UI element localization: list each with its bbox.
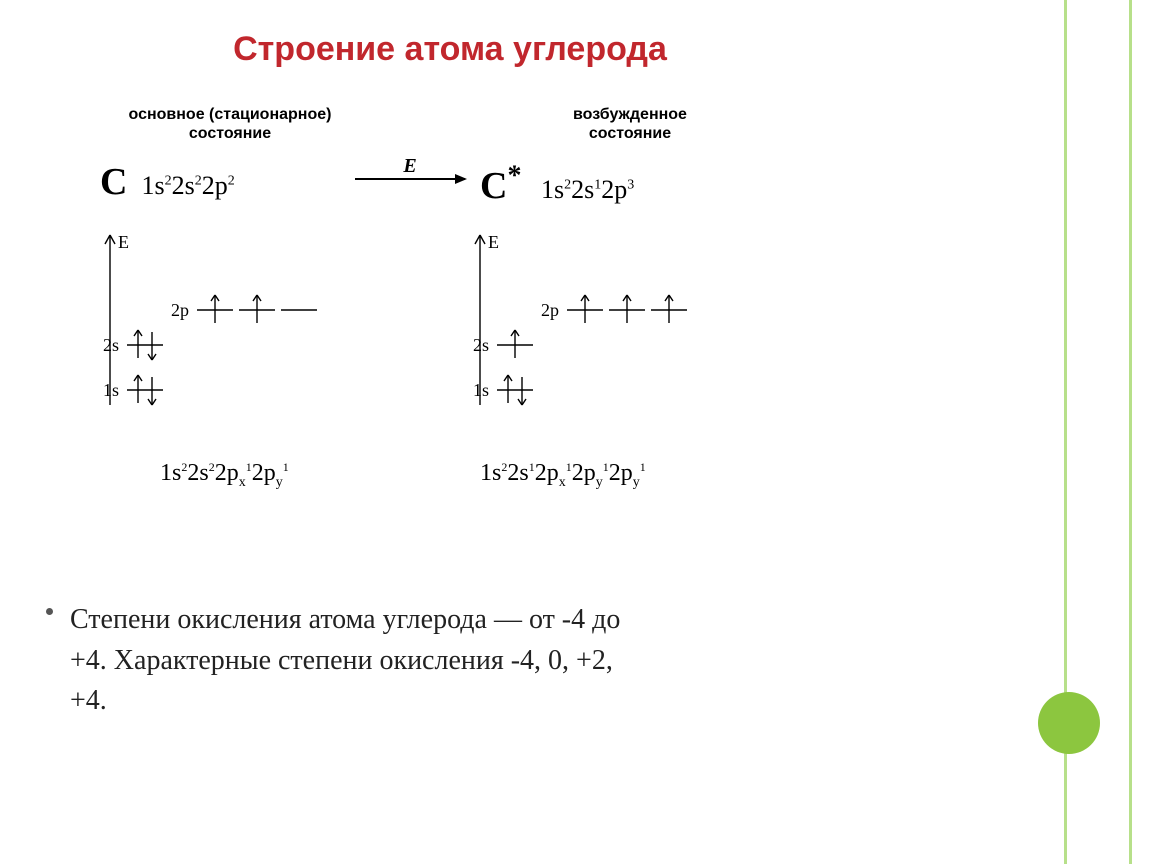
svg-text:2s: 2s — [103, 335, 119, 355]
ground-config-text: 1s22s22p2 — [141, 171, 234, 200]
excited-config: C* 1s22s12p3 — [480, 160, 634, 208]
decorative-dot — [1038, 692, 1100, 754]
svg-text:E: E — [118, 232, 129, 252]
excited-label-line1: возбужденное — [573, 106, 687, 123]
energy-arrow: E — [340, 155, 480, 180]
ground-state-label: основное (стационарное) состояние — [100, 105, 360, 143]
bullet-content: Степени окисления атома углерода — от -4… — [70, 604, 620, 716]
ground-label-line1: основное (стационарное) — [129, 106, 332, 123]
ground-config: C 1s22s22p2 — [100, 160, 235, 204]
excited-orbital-diagram: E 1s 2s 2p — [460, 230, 780, 430]
svg-text:E: E — [488, 232, 499, 252]
excited-state-label: возбужденное состояние — [510, 105, 750, 143]
svg-text:1s: 1s — [103, 380, 119, 400]
ground-symbol: C — [100, 161, 127, 203]
svg-text:1s: 1s — [473, 380, 489, 400]
ground-label-line2: состояние — [189, 125, 271, 142]
bullet-dot-icon — [46, 608, 53, 615]
ground-orbital-diagram: E 1s 2s 2p — [90, 230, 410, 430]
ground-detailed-config: 1s22s22px12py1 — [160, 460, 289, 491]
slide-content: Строение атома углерода основное (стацио… — [30, 0, 950, 560]
carbon-diagram: Строение атома углерода основное (стацио… — [40, 0, 860, 560]
svg-text:2s: 2s — [473, 335, 489, 355]
arrow-line-icon — [355, 178, 465, 180]
excited-detailed-config: 1s22s12px12py12py1 — [480, 460, 646, 491]
excited-label-line2: состояние — [589, 125, 671, 142]
excited-symbol: C* — [480, 165, 531, 207]
bullet-text: Степени окисления атома углерода — от -4… — [70, 600, 630, 722]
excited-orbital-svg: E 1s 2s 2p — [460, 230, 780, 420]
svg-text:2p: 2p — [541, 300, 559, 320]
svg-text:2p: 2p — [171, 300, 189, 320]
excited-config-text: 1s22s12p3 — [541, 175, 634, 204]
slide-title: Строение атома углерода — [40, 30, 860, 69]
ground-orbital-svg: E 1s 2s 2p — [90, 230, 410, 420]
